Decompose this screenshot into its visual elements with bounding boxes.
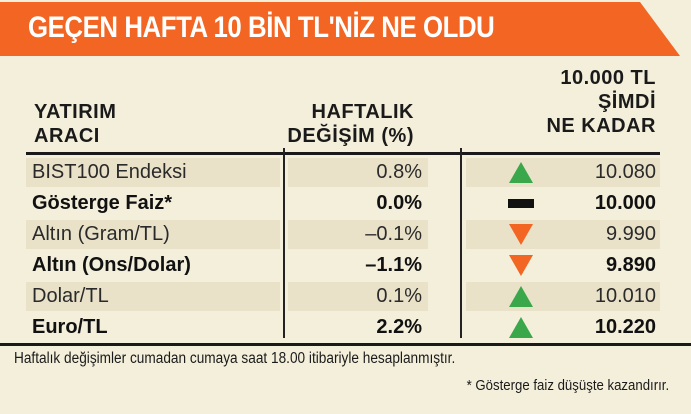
instrument-name: BIST100 Endeksi [32, 161, 187, 183]
header-value-line3: NE KADAR [546, 115, 656, 137]
page-title: GEÇEN HAFTA 10 BİN TL'NİZ NE OLDU [28, 11, 495, 44]
current-value: 10.220 [594, 316, 656, 338]
current-value: 9.890 [605, 254, 656, 276]
instrument-name: Altın (Ons/Dolar) [32, 254, 191, 276]
current-value: 10.080 [594, 161, 656, 183]
footnote-main: Haftalık değişimler cumadan cumaya saat … [14, 350, 456, 367]
table-row: Euro/TL 2.2% 10.220 [0, 313, 691, 342]
down-triangle-icon [509, 255, 533, 276]
header-change: HAFTALIK DEĞİŞİM (%) [280, 100, 414, 148]
table-row: Gösterge Faiz* 0.0% 10.000 [0, 189, 691, 218]
table-header: YATIRIM ARACI HAFTALIK DEĞİŞİM (%) 10.00… [0, 62, 691, 154]
up-triangle-icon [509, 317, 533, 338]
instrument-name: Dolar/TL [32, 285, 109, 307]
weekly-change: 2.2% [376, 316, 422, 338]
header-divider [26, 152, 660, 155]
title-banner: GEÇEN HAFTA 10 BİN TL'NİZ NE OLDU [0, 0, 691, 56]
weekly-change: –0.1% [365, 223, 422, 245]
weekly-change: –1.1% [365, 254, 422, 276]
column-divider-2 [460, 148, 462, 338]
table-row: Altın (Gram/TL) –0.1% 9.990 [0, 220, 691, 249]
instrument-name: Euro/TL [32, 316, 108, 338]
weekly-change: 0.0% [376, 192, 422, 214]
column-divider-1 [283, 148, 285, 338]
banner-shape [0, 2, 680, 56]
weekly-change: 0.1% [376, 285, 422, 307]
table-row: Altın (Ons/Dolar) –1.1% 9.890 [0, 251, 691, 280]
header-change-line1: HAFTALIK [311, 101, 414, 123]
down-triangle-icon [509, 224, 533, 245]
current-value: 10.000 [594, 192, 656, 214]
flat-bar-icon [508, 199, 534, 208]
header-instrument-line2: ARACI [34, 125, 100, 147]
footnote-asterisk: * Gösterge faiz düşüşte kazandırır. [466, 377, 669, 394]
header-instrument-line1: YATIRIM [34, 101, 117, 123]
table-row: BIST100 Endeksi 0.8% 10.080 [0, 158, 691, 187]
header-value: 10.000 TL ŞİMDİ NE KADAR [470, 66, 656, 138]
header-change-line2: DEĞİŞİM (%) [287, 125, 414, 147]
up-triangle-icon [509, 286, 533, 307]
header-value-line1: 10.000 TL [560, 67, 656, 89]
instrument-name: Altın (Gram/TL) [32, 223, 170, 245]
footer-divider [0, 343, 691, 346]
up-triangle-icon [509, 162, 533, 183]
instrument-name: Gösterge Faiz* [32, 192, 173, 214]
header-instrument: YATIRIM ARACI [34, 100, 116, 148]
current-value: 9.990 [605, 223, 656, 245]
table-row: Dolar/TL 0.1% 10.010 [0, 282, 691, 311]
header-value-line2: ŞİMDİ [597, 91, 656, 113]
weekly-change: 0.8% [376, 161, 422, 183]
current-value: 10.010 [594, 285, 656, 307]
